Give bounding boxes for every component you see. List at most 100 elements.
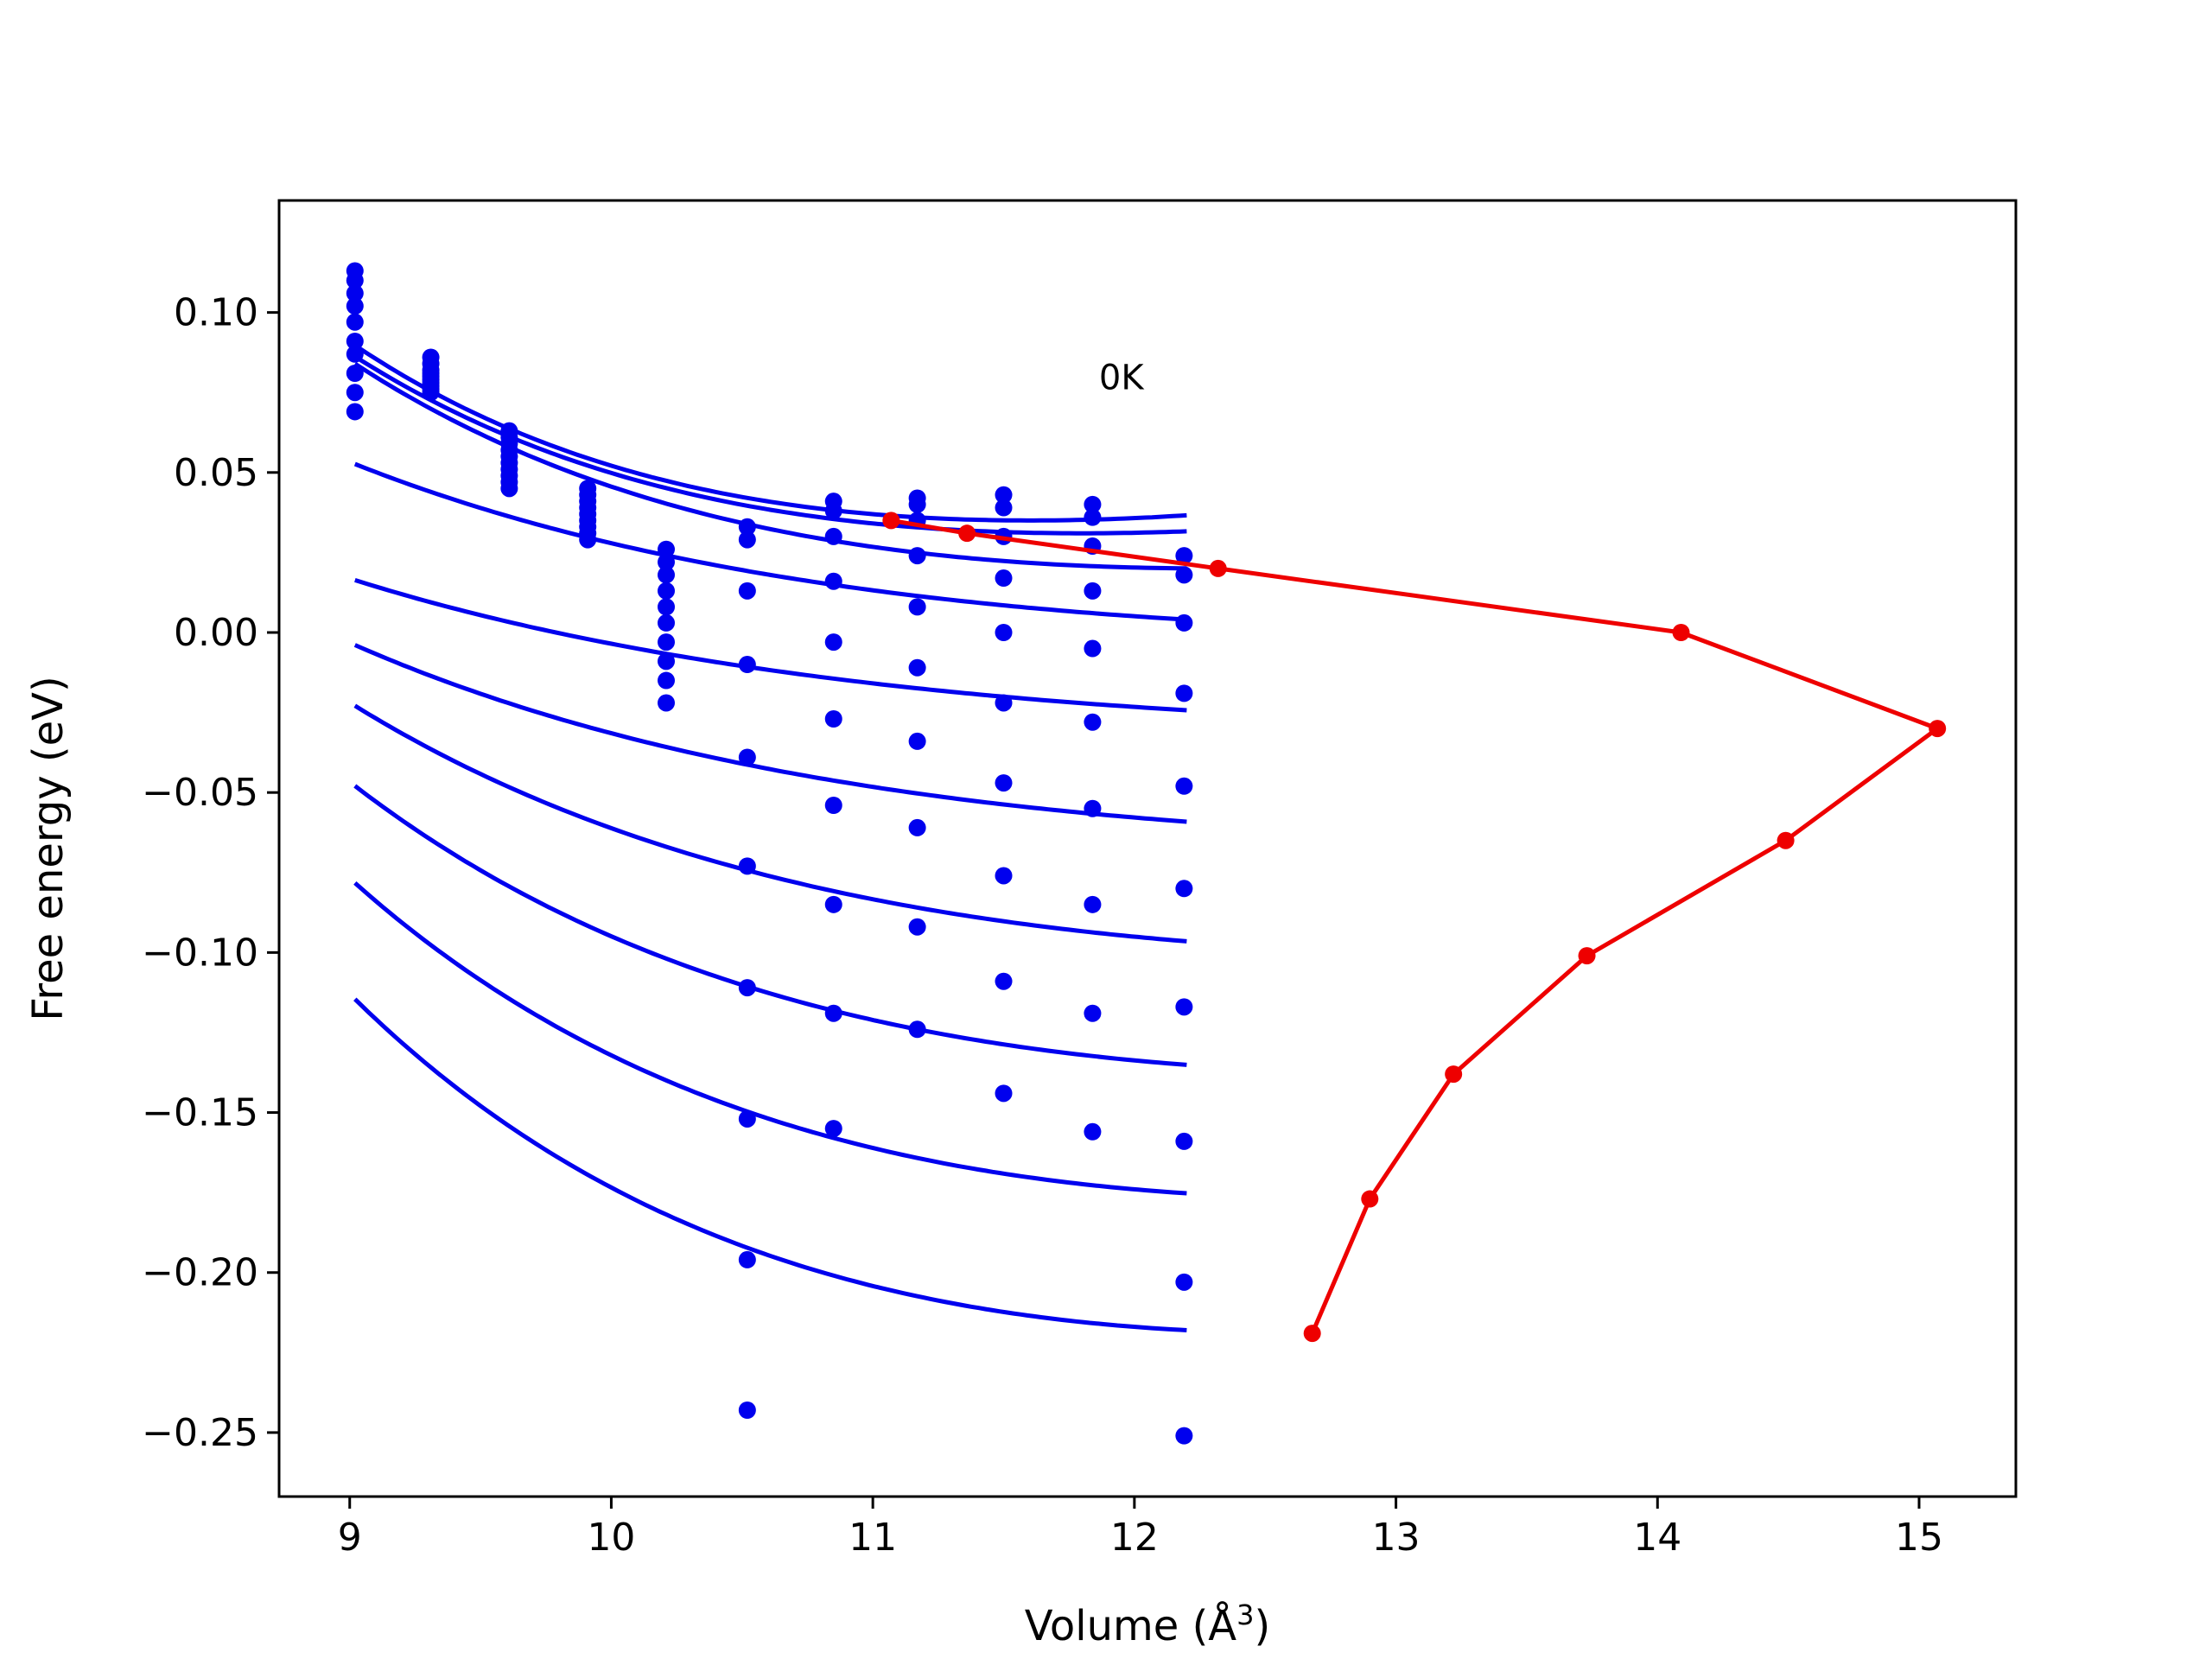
- fit-curve-7: [353, 703, 1187, 944]
- data-point: [658, 553, 676, 571]
- y-tick-label: 0.10: [174, 291, 258, 335]
- data-point: [995, 1084, 1013, 1103]
- data-point: [422, 384, 440, 402]
- data-point: [1175, 1427, 1193, 1445]
- data-point: [995, 694, 1013, 712]
- y-tick-label: 0.00: [174, 611, 258, 655]
- data-point: [1175, 566, 1193, 584]
- data-point: [1175, 547, 1193, 565]
- y-tick-label: −0.25: [142, 1411, 258, 1455]
- x-axis-title-text: Volume (Å: [1025, 1601, 1237, 1650]
- data-point: [995, 624, 1013, 641]
- x-axis-title: Volume (Å3): [1025, 1599, 1270, 1650]
- fit-curve-5: [354, 578, 1187, 713]
- data-point: [658, 598, 676, 616]
- x-tick-label: 10: [587, 1516, 635, 1560]
- data-point: [658, 582, 676, 600]
- data-point: [500, 480, 518, 498]
- y-tick-label: 0.05: [174, 451, 258, 495]
- data-point: [908, 732, 926, 750]
- data-point: [738, 656, 756, 674]
- x-tick-label: 15: [1895, 1516, 1943, 1560]
- data-point: [346, 403, 364, 421]
- y-axis-title: Free energy (eV): [24, 676, 73, 1020]
- data-point: [346, 345, 364, 363]
- x-tick-label: 14: [1633, 1516, 1681, 1560]
- x-axis-title-sup: 3: [1236, 1599, 1254, 1631]
- data-point: [658, 540, 676, 558]
- y-tick-label: −0.15: [142, 1091, 258, 1135]
- x-tick-label: 13: [1372, 1516, 1421, 1560]
- fit-curve-8: [353, 784, 1187, 1067]
- data-point: [995, 867, 1013, 885]
- data-point: [995, 774, 1013, 792]
- data-point: [908, 918, 926, 936]
- fit-curve-2: [353, 354, 1187, 536]
- y-tick-label: −0.10: [142, 931, 258, 975]
- min-energy-point: [1209, 559, 1227, 577]
- fit-curve-9: [353, 881, 1187, 1196]
- data-point: [346, 313, 364, 331]
- data-point: [995, 972, 1013, 990]
- data-point: [824, 710, 842, 728]
- data-point: [1175, 613, 1193, 632]
- data-point: [908, 598, 926, 616]
- min-energy-point: [1777, 831, 1795, 849]
- data-point: [346, 284, 364, 302]
- y-tick-label: −0.20: [142, 1251, 258, 1295]
- data-point: [1084, 895, 1102, 913]
- data-point: [824, 1120, 842, 1138]
- data-point: [658, 671, 676, 690]
- data-point: [824, 1004, 842, 1022]
- data-point: [738, 531, 756, 549]
- data-point: [346, 271, 364, 289]
- data-point: [1175, 998, 1193, 1016]
- axes-frame: [277, 199, 2018, 1498]
- data-point: [1175, 1132, 1193, 1150]
- data-point: [346, 384, 364, 402]
- data-point: [346, 332, 364, 350]
- data-point: [908, 547, 926, 565]
- fit-curve-6: [353, 643, 1187, 824]
- data-point: [658, 633, 676, 652]
- data-point: [1084, 582, 1102, 600]
- data-point: [1084, 508, 1102, 526]
- data-point: [824, 633, 842, 652]
- data-point: [579, 531, 597, 549]
- data-point: [738, 582, 756, 600]
- data-point: [1175, 1273, 1193, 1291]
- data-point: [738, 1250, 756, 1268]
- data-point: [824, 895, 842, 913]
- x-tick-label: 11: [849, 1516, 897, 1560]
- data-point: [738, 857, 756, 875]
- data-point: [824, 527, 842, 545]
- min-energy-point: [1361, 1190, 1379, 1208]
- x-tick-label: 12: [1110, 1516, 1159, 1560]
- data-point: [738, 748, 756, 766]
- data-point: [1175, 880, 1193, 898]
- data-point: [346, 365, 364, 382]
- min-energy-point: [882, 512, 900, 530]
- min-energy-point: [1672, 624, 1690, 641]
- data-point: [658, 694, 676, 712]
- data-point: [658, 613, 676, 632]
- plot-area: [346, 262, 1947, 1445]
- data-point: [995, 569, 1013, 588]
- fit-curve-4: [353, 461, 1187, 622]
- data-point: [1175, 777, 1193, 795]
- data-point: [995, 499, 1013, 517]
- data-point: [658, 566, 676, 584]
- data-point: [738, 979, 756, 997]
- min-energy-point: [1445, 1065, 1463, 1084]
- data-point: [1084, 495, 1102, 513]
- annotation-0k: 0K: [1099, 359, 1145, 398]
- fit-curve-10: [353, 997, 1187, 1332]
- data-point: [738, 518, 756, 536]
- data-point: [908, 1020, 926, 1039]
- data-point: [1175, 684, 1193, 702]
- x-axis-title-end: ): [1254, 1602, 1270, 1650]
- min-energy-point: [1578, 947, 1596, 965]
- data-point: [1084, 1122, 1102, 1141]
